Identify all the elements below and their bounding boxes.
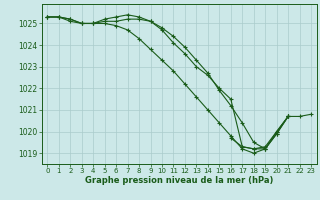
X-axis label: Graphe pression niveau de la mer (hPa): Graphe pression niveau de la mer (hPa) [85, 176, 273, 185]
